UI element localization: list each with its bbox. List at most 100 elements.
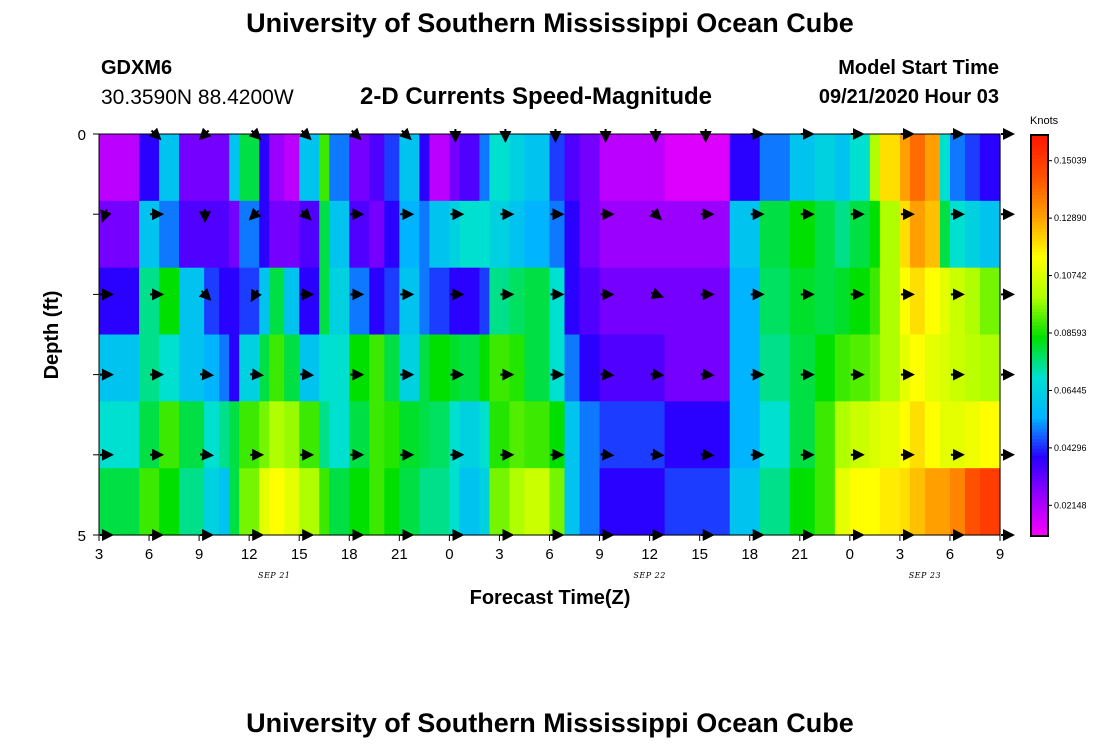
colorbar-segment <box>1031 258 1048 263</box>
heatmap-cell <box>599 134 666 202</box>
heatmap-cell <box>259 401 270 469</box>
heatmap-cell <box>99 334 140 402</box>
heatmap-cell <box>429 401 450 469</box>
heatmap-cell <box>939 334 951 402</box>
colorbar-segment <box>1031 455 1048 460</box>
heatmap-cell <box>924 200 941 269</box>
heatmap-cell <box>939 401 951 469</box>
x-tick-label: 6 <box>145 546 153 563</box>
heatmap-cell <box>269 200 285 269</box>
colorbar-segment <box>1031 412 1048 417</box>
heatmap-cell <box>229 267 240 336</box>
colorbar-tick-label: 0.12890 <box>1054 213 1087 223</box>
heatmap-cell <box>284 468 300 536</box>
colorbar-segment <box>1031 305 1048 310</box>
heatmap-cell <box>369 401 385 469</box>
current-vector-arrow <box>700 448 715 461</box>
heatmap-cell <box>349 267 370 336</box>
colorbar-segment <box>1031 495 1048 500</box>
colorbar-segment <box>1031 348 1048 353</box>
heatmap-cell <box>909 401 926 469</box>
heatmap-cell <box>229 200 240 269</box>
x-tick-label: 15 <box>291 546 308 563</box>
x-tick-label: 3 <box>896 546 904 563</box>
colorbar-segment <box>1031 302 1048 307</box>
heatmap-cell <box>259 200 270 269</box>
heatmap-cell <box>834 401 851 469</box>
heatmap-cell <box>789 134 816 202</box>
heatmap-cell <box>429 468 450 536</box>
heatmap-cell <box>419 134 430 202</box>
heatmap-cell <box>924 134 941 202</box>
heatmap-cell <box>924 334 941 402</box>
heatmap-cell <box>284 267 300 336</box>
colorbar-segment <box>1031 475 1048 480</box>
heatmap-cell <box>869 334 881 402</box>
heatmap-cell <box>399 134 420 202</box>
colorbar-segment <box>1031 198 1048 203</box>
colorbar-segment <box>1031 165 1048 170</box>
heatmap-cell <box>939 468 951 536</box>
heatmap-cell <box>459 468 481 536</box>
heatmap-cell <box>204 267 220 336</box>
heatmap-cell <box>869 468 881 536</box>
heatmap-cell <box>204 468 220 536</box>
heatmap-cell <box>964 334 981 402</box>
x-tick-label: 21 <box>391 546 408 563</box>
heatmap-cell <box>849 334 871 402</box>
heatmap-cell <box>479 134 491 202</box>
colorbar-segment <box>1031 325 1048 330</box>
heatmap-cell <box>759 267 791 336</box>
chart-subtitle: 2-D Currents Speed-Magnitude <box>360 83 713 110</box>
heatmap-cell <box>384 134 400 202</box>
colorbar-segment <box>1031 519 1048 524</box>
heatmap-cell <box>269 334 285 402</box>
heatmap-cell <box>319 334 330 402</box>
heatmap-cell <box>139 334 160 402</box>
axes: 3 6 9 12 15 18 21 0 3 6 9 12 15 18 21 0 3 6 9 SEP 21 SEP 22 S… <box>78 127 1005 580</box>
colorbar-segment <box>1031 415 1048 420</box>
colorbar-segment <box>1031 515 1048 520</box>
heatmap-cell <box>759 134 791 202</box>
heatmap-cell <box>159 267 180 336</box>
heatmap-cell <box>259 468 270 536</box>
x-tick-label: 9 <box>595 546 603 563</box>
heatmap-cell <box>429 134 450 202</box>
colorbar-segment <box>1031 462 1048 467</box>
heatmap-cell <box>869 267 881 336</box>
current-vector-arrow <box>198 288 212 301</box>
colorbar-segment <box>1031 342 1048 347</box>
heatmap-cell <box>899 134 911 202</box>
x-date-label: SEP 23 <box>909 571 941 580</box>
colorbar-segment <box>1031 532 1048 537</box>
current-vector-arrow <box>298 207 312 221</box>
colorbar-segment <box>1031 402 1048 407</box>
colorbar-segment <box>1031 362 1048 367</box>
heatmap-cell <box>489 200 511 269</box>
heatmap-cell <box>449 468 460 536</box>
heatmap-cell <box>949 134 966 202</box>
station-id: GDXM6 <box>101 57 173 79</box>
heatmap-cell <box>369 134 385 202</box>
heatmap-cell <box>369 334 385 402</box>
colorbar-tick-label: 0.02148 <box>1054 500 1087 510</box>
heatmap-cell <box>509 200 526 269</box>
heatmap-cell <box>459 200 481 269</box>
current-vector-arrow <box>650 287 665 300</box>
heatmap-cell <box>964 468 981 536</box>
colorbar-segment <box>1031 218 1048 223</box>
colorbar-segment <box>1031 492 1048 497</box>
colorbar-segment <box>1031 432 1048 437</box>
heatmap-cell <box>219 334 230 402</box>
colorbar-segment <box>1031 469 1048 474</box>
heatmap-cell <box>159 200 180 269</box>
colorbar-tick-label: 0.15039 <box>1054 156 1087 166</box>
heatmap-cell <box>814 134 836 202</box>
colorbar-segment <box>1031 275 1048 280</box>
colorbar-unit-label: Knots <box>1030 115 1059 127</box>
heatmap-cell <box>419 200 430 269</box>
heatmap-cell <box>384 267 400 336</box>
colorbar-tick-label: 0.10742 <box>1054 271 1087 281</box>
heatmap-cell <box>949 468 966 536</box>
heatmap-cell <box>449 134 460 202</box>
